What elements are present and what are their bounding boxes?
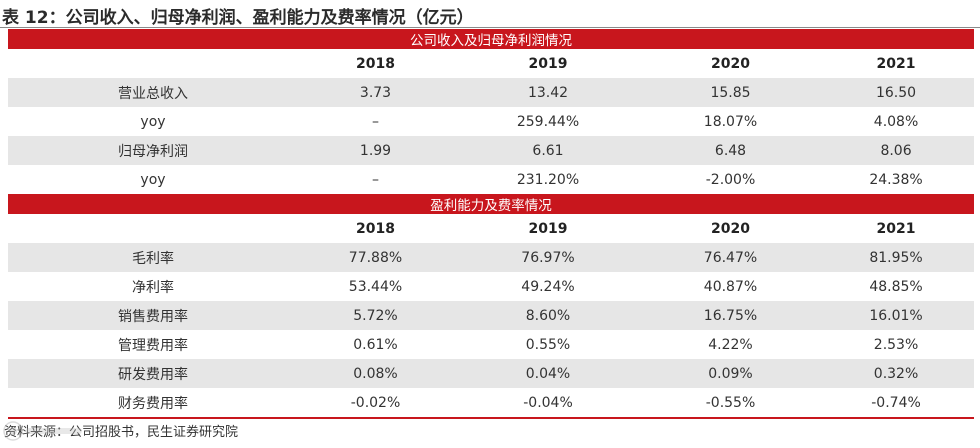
row-value: -0.55% <box>705 394 756 411</box>
row-value: – <box>372 113 379 130</box>
row-value: 0.08% <box>298 359 453 388</box>
row-value: 1.99 <box>298 136 453 165</box>
year-header: 2019 <box>453 214 643 243</box>
row-value: 0.09% <box>643 359 818 388</box>
table-row: 销售费用率 5.72% 8.60% 16.75% 16.01% <box>8 301 975 330</box>
row-value: 0.32% <box>818 359 975 388</box>
row-value: 5.72% <box>298 301 453 330</box>
row-value: 8.60% <box>453 301 643 330</box>
table-bottom-rule <box>8 417 974 419</box>
header-empty-cell <box>8 49 298 78</box>
row-value: 76.97% <box>453 243 643 272</box>
row-value: 4.08% <box>873 113 919 130</box>
row-value: 4.22% <box>708 336 753 353</box>
row-label: 营业总收入 <box>8 78 298 107</box>
row-value: 231.20% <box>516 171 580 188</box>
row-value: -0.02% <box>350 394 401 411</box>
table-title: 表 12：公司收入、归母净利润、盈利能力及费率情况（亿元） <box>2 8 474 28</box>
row-label: 销售费用率 <box>8 301 298 330</box>
header-empty-cell <box>8 214 298 243</box>
table-row: 营业总收入 3.73 13.42 15.85 16.50 <box>8 78 975 107</box>
table-row: yoy – 231.20% -2.00% 24.38% <box>8 165 974 194</box>
row-value: 81.95% <box>818 243 975 272</box>
year-header: 2018 <box>298 49 453 78</box>
section-band: 盈利能力及费率情况 <box>8 194 975 214</box>
row-label: 管理费用率 <box>118 337 188 354</box>
title-divider <box>0 27 980 28</box>
row-value: 40.87% <box>703 278 758 295</box>
financial-table: 公司收入及归母净利润情况 2018 2019 2020 2021 营业总收入 3… <box>8 29 975 417</box>
year-header: 2020 <box>643 49 818 78</box>
table-row: 研发费用率 0.08% 0.04% 0.09% 0.32% <box>8 359 975 388</box>
table-row: 净利率 53.44% 49.24% 40.87% 48.85% <box>8 272 974 301</box>
section-band: 公司收入及归母净利润情况 <box>8 29 975 49</box>
row-value: 15.85 <box>643 78 818 107</box>
year-header: 2021 <box>818 214 975 243</box>
row-label: 毛利率 <box>8 243 298 272</box>
row-value: 8.06 <box>818 136 975 165</box>
row-value: 3.73 <box>298 78 453 107</box>
row-label: 净利率 <box>132 279 174 296</box>
row-value: 0.55% <box>525 336 571 353</box>
row-value: 259.44% <box>516 113 580 130</box>
row-value: 0.61% <box>353 336 398 353</box>
source-note: 资料来源：公司招股书，民生证券研究院 <box>4 425 239 440</box>
row-value: 0.04% <box>453 359 643 388</box>
row-value: 2.53% <box>873 336 919 353</box>
row-value: 77.88% <box>298 243 453 272</box>
row-label: yoy <box>140 113 166 130</box>
row-label: 研发费用率 <box>8 359 298 388</box>
section-band-title: 盈利能力及费率情况 <box>8 194 975 214</box>
row-value: -2.00% <box>705 171 756 188</box>
row-value: 13.42 <box>453 78 643 107</box>
table-row: yoy – 259.44% 18.07% 4.08% <box>8 107 974 136</box>
row-value: -0.04% <box>523 394 573 411</box>
watermark-icon <box>3 421 82 441</box>
row-value: 16.50 <box>818 78 975 107</box>
row-value: 6.61 <box>453 136 643 165</box>
row-label: 财务费用率 <box>118 395 188 412</box>
row-value: 6.48 <box>643 136 818 165</box>
table-row: 毛利率 77.88% 76.97% 76.47% 81.95% <box>8 243 975 272</box>
row-value: – <box>372 171 379 188</box>
year-header-row: 2018 2019 2020 2021 <box>8 49 975 78</box>
section-band-title: 公司收入及归母净利润情况 <box>8 29 975 49</box>
row-value: 53.44% <box>348 278 403 295</box>
row-value: 18.07% <box>703 113 758 130</box>
year-header: 2018 <box>298 214 453 243</box>
year-header: 2019 <box>453 49 643 78</box>
row-value: 24.38% <box>869 171 923 188</box>
row-value: 16.01% <box>818 301 975 330</box>
row-value: 16.75% <box>643 301 818 330</box>
row-value: 76.47% <box>643 243 818 272</box>
table-row: 归母净利润 1.99 6.61 6.48 8.06 <box>8 136 975 165</box>
row-value: 49.24% <box>521 278 575 295</box>
table-row: 管理费用率 0.61% 0.55% 4.22% 2.53% <box>8 330 974 359</box>
year-header-row: 2018 2019 2020 2021 <box>8 214 975 243</box>
table-row: 财务费用率 -0.02% -0.04% -0.55% -0.74% <box>8 388 974 417</box>
year-header: 2021 <box>818 49 975 78</box>
row-label: yoy <box>140 171 166 188</box>
row-value: -0.74% <box>871 394 921 411</box>
row-value: 48.85% <box>869 278 923 295</box>
year-header: 2020 <box>643 214 818 243</box>
row-label: 归母净利润 <box>8 136 298 165</box>
